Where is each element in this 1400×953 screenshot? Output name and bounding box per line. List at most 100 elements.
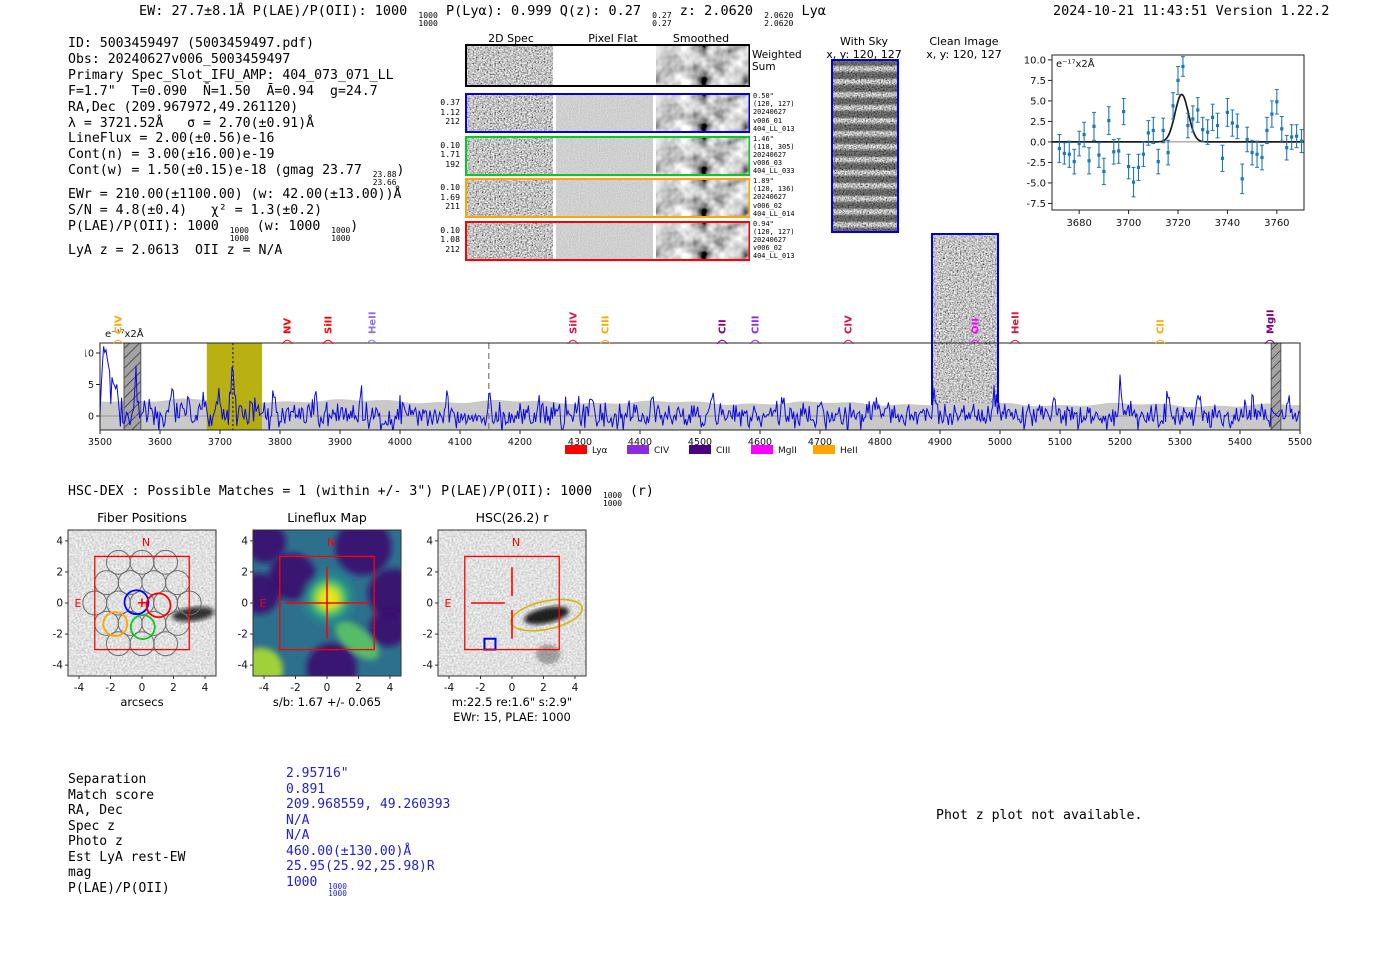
emission-line-label: SiIV xyxy=(568,312,579,334)
emission-line-label: HeII xyxy=(1011,311,1022,334)
hsc-svg: HSC(26.2) r -4 -4 -2 -2 0 0 2 2 4 4 N Em:22.5 re:1.6… xyxy=(423,510,587,724)
svg-text:CIII: CIII xyxy=(716,446,730,456)
report-timestamp: 2024-10-21 11:43:51 xyxy=(1053,3,1208,19)
spectrum-data-point xyxy=(1067,152,1071,156)
lineflux-peak xyxy=(297,567,360,630)
match-row-label: Separation xyxy=(68,772,147,787)
extraction-box xyxy=(464,555,560,651)
emission-line-brace xyxy=(1154,339,1166,345)
svg-text:MgII: MgII xyxy=(778,446,797,456)
svg-text:4300: 4300 xyxy=(568,437,592,448)
svg-text:2: 2 xyxy=(170,682,177,694)
svg-text:10: 10 xyxy=(85,349,94,360)
legend-item: Lyα xyxy=(565,445,608,456)
sky-panel-title: Clean Image x, y: 120, 127 xyxy=(926,35,1002,61)
emission-line-label: HeII xyxy=(367,311,378,334)
svg-text:5000: 5000 xyxy=(988,437,1012,448)
summary-header: EW: 27.7±8.1Å P(LAE)/P(OII): 1000 1000 10… xyxy=(139,3,826,29)
svg-text:0: 0 xyxy=(139,682,146,694)
smoothed-image xyxy=(655,95,748,131)
svg-text:3680: 3680 xyxy=(1066,218,1091,229)
svg-text:4: 4 xyxy=(572,682,579,694)
photz-notice: Phot z plot not available. xyxy=(936,808,1143,823)
legend-item: CIII xyxy=(689,445,730,456)
spectrum-data-point xyxy=(1126,164,1131,169)
svg-text:Lineflux Map: Lineflux Map xyxy=(287,510,367,525)
spectrum-data-point xyxy=(1290,135,1294,139)
svg-text:-5.0: -5.0 xyxy=(1026,178,1046,189)
svg-text:e⁻¹⁷x2Å: e⁻¹⁷x2Å xyxy=(1056,57,1095,70)
svg-text:Lyα: Lyα xyxy=(592,446,608,456)
stacked-fraction: 1000 1000 xyxy=(418,10,438,29)
extraction-box xyxy=(94,555,190,651)
info-line: Cont(w) = 1.50(±0.15)e-18 (gmag 23.77 23… xyxy=(68,163,405,188)
svg-text:5200: 5200 xyxy=(1108,437,1132,448)
cutout-row-box xyxy=(465,220,750,261)
svg-text:4200: 4200 xyxy=(508,437,532,448)
emission-line-brace xyxy=(1009,339,1021,345)
emission-line-brace xyxy=(281,339,293,345)
hsc-xlabel-1: m:22.5 re:1.6" s:2.9" xyxy=(452,695,572,709)
pixel-flat-image xyxy=(555,222,653,259)
svg-text:0: 0 xyxy=(88,412,94,423)
spectrum-data-point xyxy=(1201,128,1205,132)
svg-text:0: 0 xyxy=(509,682,516,694)
svg-text:-4: -4 xyxy=(74,682,85,694)
spectrum-data-point xyxy=(1181,64,1185,69)
info-line: LineFlux = 2.00(±0.56)e-16 xyxy=(68,131,275,147)
cutout-row-box xyxy=(465,93,750,133)
svg-text:0: 0 xyxy=(426,598,433,610)
spectrum-data-point xyxy=(1225,110,1230,115)
spectrum-data-point xyxy=(1210,115,1215,119)
match-row-value: 209.968559, 49.260393 xyxy=(286,797,451,812)
emission-line-label: CIV xyxy=(844,315,855,334)
spectrum-data-point xyxy=(1260,155,1264,160)
svg-text:4400: 4400 xyxy=(628,437,652,448)
svg-text:10.0: 10.0 xyxy=(1024,55,1046,66)
svg-text:5.0: 5.0 xyxy=(1030,96,1046,107)
selected-fiber xyxy=(123,589,150,616)
spectrum-data-point xyxy=(1294,134,1299,138)
svg-text:0.0: 0.0 xyxy=(1030,137,1046,148)
emission-line-brace xyxy=(969,339,981,345)
cutout-row-right-info: 1.89" (120, 136) 20240627 v006_02 404_LL_014 xyxy=(753,177,795,218)
emission-line-brace xyxy=(322,339,334,345)
svg-text:4: 4 xyxy=(387,682,394,694)
emission-line-brace xyxy=(1264,339,1276,345)
smoothed-image xyxy=(655,46,748,85)
svg-text:-2: -2 xyxy=(105,682,115,694)
svg-text:4800: 4800 xyxy=(868,437,892,448)
svg-text:-2: -2 xyxy=(475,682,485,694)
spectrum-data-point xyxy=(1171,104,1175,108)
svg-text:3600: 3600 xyxy=(148,437,172,448)
legend-item: CIV xyxy=(627,445,670,456)
spectrum-data-point xyxy=(1062,151,1066,156)
svg-text:0: 0 xyxy=(241,598,248,610)
match-row-value: N/A xyxy=(286,828,310,843)
match-row-value: 2.95716" xyxy=(286,766,349,781)
spectrum-data-point xyxy=(1220,156,1225,160)
svg-text:3900: 3900 xyxy=(328,437,352,448)
emission-line-label: OII xyxy=(970,318,981,334)
stacked-fraction: 2.0620 2.0620 xyxy=(764,10,794,29)
info-line: P(LAE)/P(OII): 1000 1000 1000 (w: 1000 10… xyxy=(68,219,359,244)
galaxy-smudge xyxy=(524,606,570,625)
match-row-value: 460.00(±130.00)Å xyxy=(286,843,412,859)
svg-text:4: 4 xyxy=(56,535,63,547)
info-line: EWr = 210.00(±1100.00) (w: 42.00(±13.00)… xyxy=(68,187,402,203)
spectrum-data-point xyxy=(1136,165,1141,169)
2d-spec-image xyxy=(467,46,553,85)
match-row-value: 1000 1000 1000 xyxy=(286,874,347,899)
cutout-row-box xyxy=(465,135,750,176)
spectrum-data-point xyxy=(1186,123,1190,128)
spectrum-data-point xyxy=(1206,130,1210,134)
info-line: LyA z = 2.0613 OII z = N/A xyxy=(68,243,283,259)
cutout-row-left-metrics: 0.37 1.12 212 xyxy=(440,97,460,127)
catalog-match-header: HSC-DEX : Possible Matches = 1 (within +… xyxy=(68,484,654,509)
info-line: λ = 3721.52Å σ = 2.70(±0.91)Å xyxy=(68,115,315,131)
cutout-row-right-info: 0.94" (120, 127) 20240627 v006_02 404_LL_013 xyxy=(753,219,795,261)
smoothed-image xyxy=(655,180,748,216)
svg-text:3720: 3720 xyxy=(1165,218,1190,229)
selected-fiber xyxy=(129,614,156,640)
